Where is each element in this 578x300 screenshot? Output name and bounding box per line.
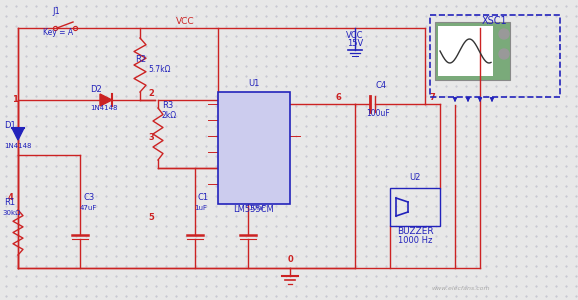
Text: 0: 0 xyxy=(288,255,294,264)
Bar xyxy=(438,26,493,76)
Text: 2: 2 xyxy=(148,89,154,98)
Text: TRG: TRG xyxy=(221,136,232,140)
Polygon shape xyxy=(100,94,112,106)
Bar xyxy=(390,188,440,226)
Text: D2: D2 xyxy=(90,85,102,94)
Text: R2: R2 xyxy=(135,55,146,64)
Text: C4: C4 xyxy=(375,81,386,90)
Circle shape xyxy=(499,49,509,59)
Text: OUT: OUT xyxy=(268,103,280,109)
Text: 3: 3 xyxy=(148,133,154,142)
Text: 1000 Hz: 1000 Hz xyxy=(398,236,432,245)
Text: LM555CM: LM555CM xyxy=(234,205,275,214)
Text: J1: J1 xyxy=(52,7,60,16)
Text: R1: R1 xyxy=(4,198,15,207)
Text: RST: RST xyxy=(221,119,232,124)
Text: 15V: 15V xyxy=(347,39,363,48)
Text: Key = A: Key = A xyxy=(43,28,73,37)
Bar xyxy=(430,15,560,97)
Text: 100uF: 100uF xyxy=(366,109,390,118)
Text: THR: THR xyxy=(221,152,232,157)
Text: 1N4148: 1N4148 xyxy=(4,143,31,149)
Text: VCC: VCC xyxy=(176,17,194,26)
Text: 7: 7 xyxy=(429,93,435,102)
Text: 1uF: 1uF xyxy=(194,205,207,211)
Text: 5: 5 xyxy=(148,213,154,222)
Text: 4: 4 xyxy=(8,193,14,202)
Text: 47uF: 47uF xyxy=(80,205,97,211)
Text: www.elecfans.com: www.elecfans.com xyxy=(431,286,490,291)
Text: TRT: TRT xyxy=(221,167,231,172)
Text: 1: 1 xyxy=(12,95,18,104)
Text: 1N4148: 1N4148 xyxy=(90,105,117,111)
Text: C3: C3 xyxy=(84,193,95,202)
Text: XSC1: XSC1 xyxy=(482,16,508,26)
Text: C1: C1 xyxy=(198,193,209,202)
Text: VCC: VCC xyxy=(346,31,364,40)
Polygon shape xyxy=(12,128,24,140)
Bar xyxy=(218,92,290,204)
Text: 2kΩ: 2kΩ xyxy=(162,111,177,120)
Text: 30kΩ: 30kΩ xyxy=(2,210,20,216)
Text: C2: C2 xyxy=(252,193,263,202)
Text: 10nF: 10nF xyxy=(248,205,265,211)
Text: U2: U2 xyxy=(409,173,421,182)
Text: CV: CV xyxy=(268,136,276,140)
Text: 6: 6 xyxy=(336,93,342,102)
Circle shape xyxy=(499,29,509,39)
Text: 5.7kΩ: 5.7kΩ xyxy=(148,65,171,74)
Text: VCC: VCC xyxy=(221,103,232,109)
Text: U1: U1 xyxy=(249,79,260,88)
Text: GND: GND xyxy=(221,184,234,188)
Text: R3: R3 xyxy=(162,101,173,110)
Text: D1: D1 xyxy=(4,121,16,130)
Bar xyxy=(435,22,510,80)
Text: BUZZER: BUZZER xyxy=(397,227,434,236)
